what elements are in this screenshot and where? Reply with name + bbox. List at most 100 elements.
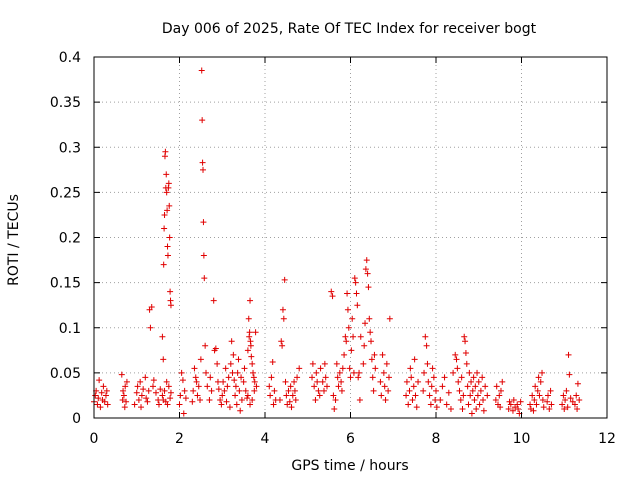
data-point [365,284,372,291]
data-point [433,404,440,411]
data-point [291,387,298,394]
data-point [406,387,413,394]
data-point [123,378,130,385]
data-point [152,389,159,396]
data-point [312,396,319,403]
x-tick-label: 2 [175,431,184,447]
data-point [133,389,140,396]
y-axis-label: ROTI / TECUs [6,194,22,286]
data-point [407,365,414,372]
data-point [428,383,435,390]
data-point [475,378,482,385]
data-point [249,396,256,403]
data-point [527,401,534,408]
data-point [497,387,504,394]
data-point [415,378,422,385]
data-point [410,383,417,390]
data-point [250,369,257,376]
data-point [286,398,293,405]
data-point [140,386,147,393]
data-point [200,219,207,226]
data-point [349,315,356,322]
data-point [345,324,352,331]
data-point [155,396,162,403]
data-point [321,360,328,367]
data-point [445,389,452,396]
data-point [165,383,172,390]
data-point [122,383,129,390]
data-point [167,288,174,295]
data-point [98,389,105,396]
data-point [309,374,316,381]
data-point [292,396,299,403]
data-point [346,365,353,372]
data-point [433,387,439,394]
data-point [467,392,474,399]
data-point [413,404,420,411]
data-point [232,383,239,390]
data-point [309,360,316,367]
data-point [210,297,217,304]
data-point [362,266,369,273]
data-point [279,342,286,349]
data-point [421,369,428,376]
data-point [426,392,433,399]
y-tick-label: 0.4 [59,50,81,66]
data-point [338,378,345,385]
data-point [230,351,237,358]
data-point [166,202,173,209]
data-point [535,374,542,381]
data-point [455,378,462,385]
data-point [212,345,219,352]
data-point [534,387,541,394]
data-point [280,315,287,322]
data-point [178,369,185,376]
x-tick-label: 6 [346,431,355,447]
data-point [219,392,226,399]
data-point [162,148,169,155]
data-point [334,374,341,381]
data-point [323,383,330,390]
data-point [462,350,469,357]
data-point [453,356,460,363]
data-point [537,378,544,385]
data-point [236,387,243,394]
y-tick-label: 0.1 [59,321,81,337]
data-point [100,383,107,390]
data-point [484,392,491,399]
data-point [369,374,376,381]
data-point [330,392,337,399]
y-tick-label: 0.05 [50,366,81,382]
data-point [315,387,322,394]
data-point [131,401,138,408]
x-tick-label: 12 [598,431,616,447]
data-point [138,404,145,411]
data-point [207,374,214,381]
data-point [283,392,290,399]
data-point [214,360,221,367]
data-point [227,360,234,367]
data-point [102,392,109,399]
data-point [181,387,188,394]
data-point [221,387,228,394]
data-point [536,392,543,399]
data-point [460,392,467,399]
data-point [566,371,573,378]
data-point [202,342,209,349]
data-point [333,360,340,367]
data-point [561,405,568,412]
data-point [285,387,292,394]
data-point [147,324,154,331]
data-point [92,392,99,399]
data-point [163,378,170,385]
data-point [120,392,127,399]
data-point [344,306,351,313]
x-tick-label: 8 [432,431,441,447]
data-point [352,279,359,286]
data-point [240,378,247,385]
y-tick-label: 0.3 [59,140,81,156]
data-point [432,396,439,403]
data-point [160,261,167,268]
data-point [177,392,184,399]
data-point [576,396,583,403]
